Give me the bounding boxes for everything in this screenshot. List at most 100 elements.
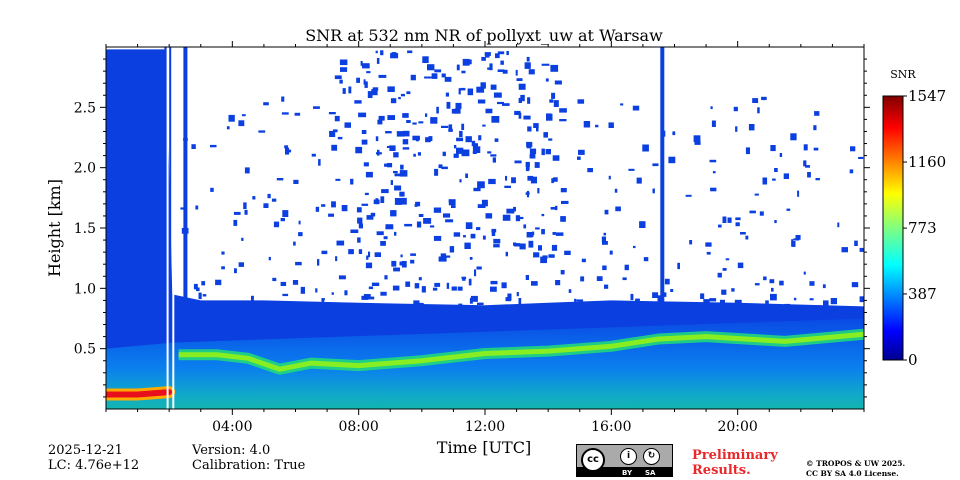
noise-speck	[456, 147, 464, 154]
noise-speck	[434, 282, 441, 287]
noise-speck	[448, 199, 456, 206]
noise-speck	[481, 199, 488, 207]
noise-speck	[445, 92, 449, 97]
noise-speck	[360, 61, 363, 66]
noise-speck	[807, 172, 811, 178]
noise-speck	[402, 139, 409, 145]
noise-speck	[710, 106, 713, 110]
noise-speck	[180, 207, 186, 210]
noise-speck	[285, 147, 290, 155]
noise-speck	[551, 178, 554, 184]
noise-speck	[602, 265, 607, 271]
noise-speck	[331, 201, 336, 208]
noise-speck	[689, 240, 693, 245]
noise-speck	[733, 106, 738, 112]
noise-speck	[779, 153, 783, 157]
noise-speck	[501, 282, 507, 289]
noise-speck	[491, 116, 500, 123]
noise-speck	[858, 156, 864, 159]
noise-speck	[473, 143, 478, 148]
noise-speck	[735, 126, 738, 132]
noise-speck	[288, 149, 292, 153]
noise-speck	[526, 232, 533, 238]
noise-speck	[390, 53, 399, 59]
y-tick-label: 1.0	[74, 281, 96, 297]
noise-speck	[541, 148, 545, 156]
noise-speck	[548, 138, 553, 141]
noise-speck	[710, 187, 717, 192]
noise-speck	[580, 276, 585, 282]
noise-speck	[365, 171, 373, 178]
noise-speck	[414, 283, 420, 289]
noise-speck	[630, 293, 634, 301]
noise-speck	[315, 288, 318, 293]
noise-speck	[712, 171, 716, 174]
noise-speck	[390, 180, 393, 185]
noise-speck	[193, 283, 198, 290]
noise-speck	[361, 130, 367, 134]
vertical-streak	[169, 47, 172, 307]
noise-speck	[859, 247, 864, 252]
noise-speck	[523, 115, 531, 120]
noise-speck	[515, 215, 521, 222]
noise-speck	[441, 166, 448, 170]
noise-speck	[432, 287, 438, 291]
noise-speck	[814, 111, 820, 116]
noise-speck	[793, 238, 800, 241]
noise-speck	[268, 256, 271, 261]
noise-speck	[455, 102, 462, 109]
noise-speck	[622, 277, 627, 281]
noise-speck	[417, 152, 421, 156]
noise-speck	[367, 91, 373, 98]
noise-speck	[693, 135, 701, 143]
noise-speck	[394, 198, 402, 205]
noise-speck	[339, 59, 348, 66]
noise-speck	[446, 255, 451, 258]
noise-speck	[210, 144, 217, 148]
noise-speck	[525, 161, 530, 167]
noise-speck	[576, 299, 584, 302]
noise-speck	[488, 178, 496, 185]
noise-speck	[391, 260, 397, 267]
noise-speck	[786, 208, 791, 211]
noise-speck	[761, 96, 767, 101]
noise-speck	[337, 136, 343, 140]
noise-speck	[722, 216, 727, 223]
noise-speck	[628, 168, 635, 171]
noise-speck	[513, 242, 517, 246]
noise-speck	[615, 206, 621, 212]
noise-speck	[474, 269, 477, 277]
noise-speck	[602, 241, 608, 245]
version-text: Version: 4.0	[192, 443, 271, 458]
noise-speck	[425, 113, 428, 117]
noise-speck	[276, 178, 284, 181]
noise-speck	[356, 207, 362, 213]
cc-badge-strip	[577, 467, 672, 476]
noise-speck	[795, 235, 801, 240]
noise-speck	[822, 284, 826, 289]
preliminary-notice: Preliminary Results.	[692, 448, 778, 478]
noise-speck	[384, 275, 388, 280]
noise-speck	[445, 219, 454, 223]
noise-speck	[267, 193, 271, 199]
noise-speck	[282, 293, 289, 297]
noise-speck	[406, 91, 411, 95]
noise-speck	[520, 94, 525, 102]
noise-speck	[413, 300, 420, 305]
noise-speck	[396, 131, 405, 137]
noise-speck	[431, 73, 438, 79]
noise-speck	[361, 203, 369, 206]
noise-speck	[464, 242, 471, 249]
noise-speck	[418, 277, 422, 281]
signal-region	[106, 49, 864, 409]
noise-speck	[652, 188, 655, 194]
noise-speck	[387, 86, 395, 92]
noise-speck	[553, 100, 559, 107]
cc-license-badge: cc i ↻ BY SA	[576, 444, 673, 477]
x-tick-label: 16:00	[591, 419, 631, 435]
noise-speck	[564, 250, 571, 255]
noise-speck	[422, 56, 429, 63]
noise-speck	[809, 281, 815, 286]
noise-speck	[368, 286, 374, 290]
noise-speck	[457, 286, 463, 291]
